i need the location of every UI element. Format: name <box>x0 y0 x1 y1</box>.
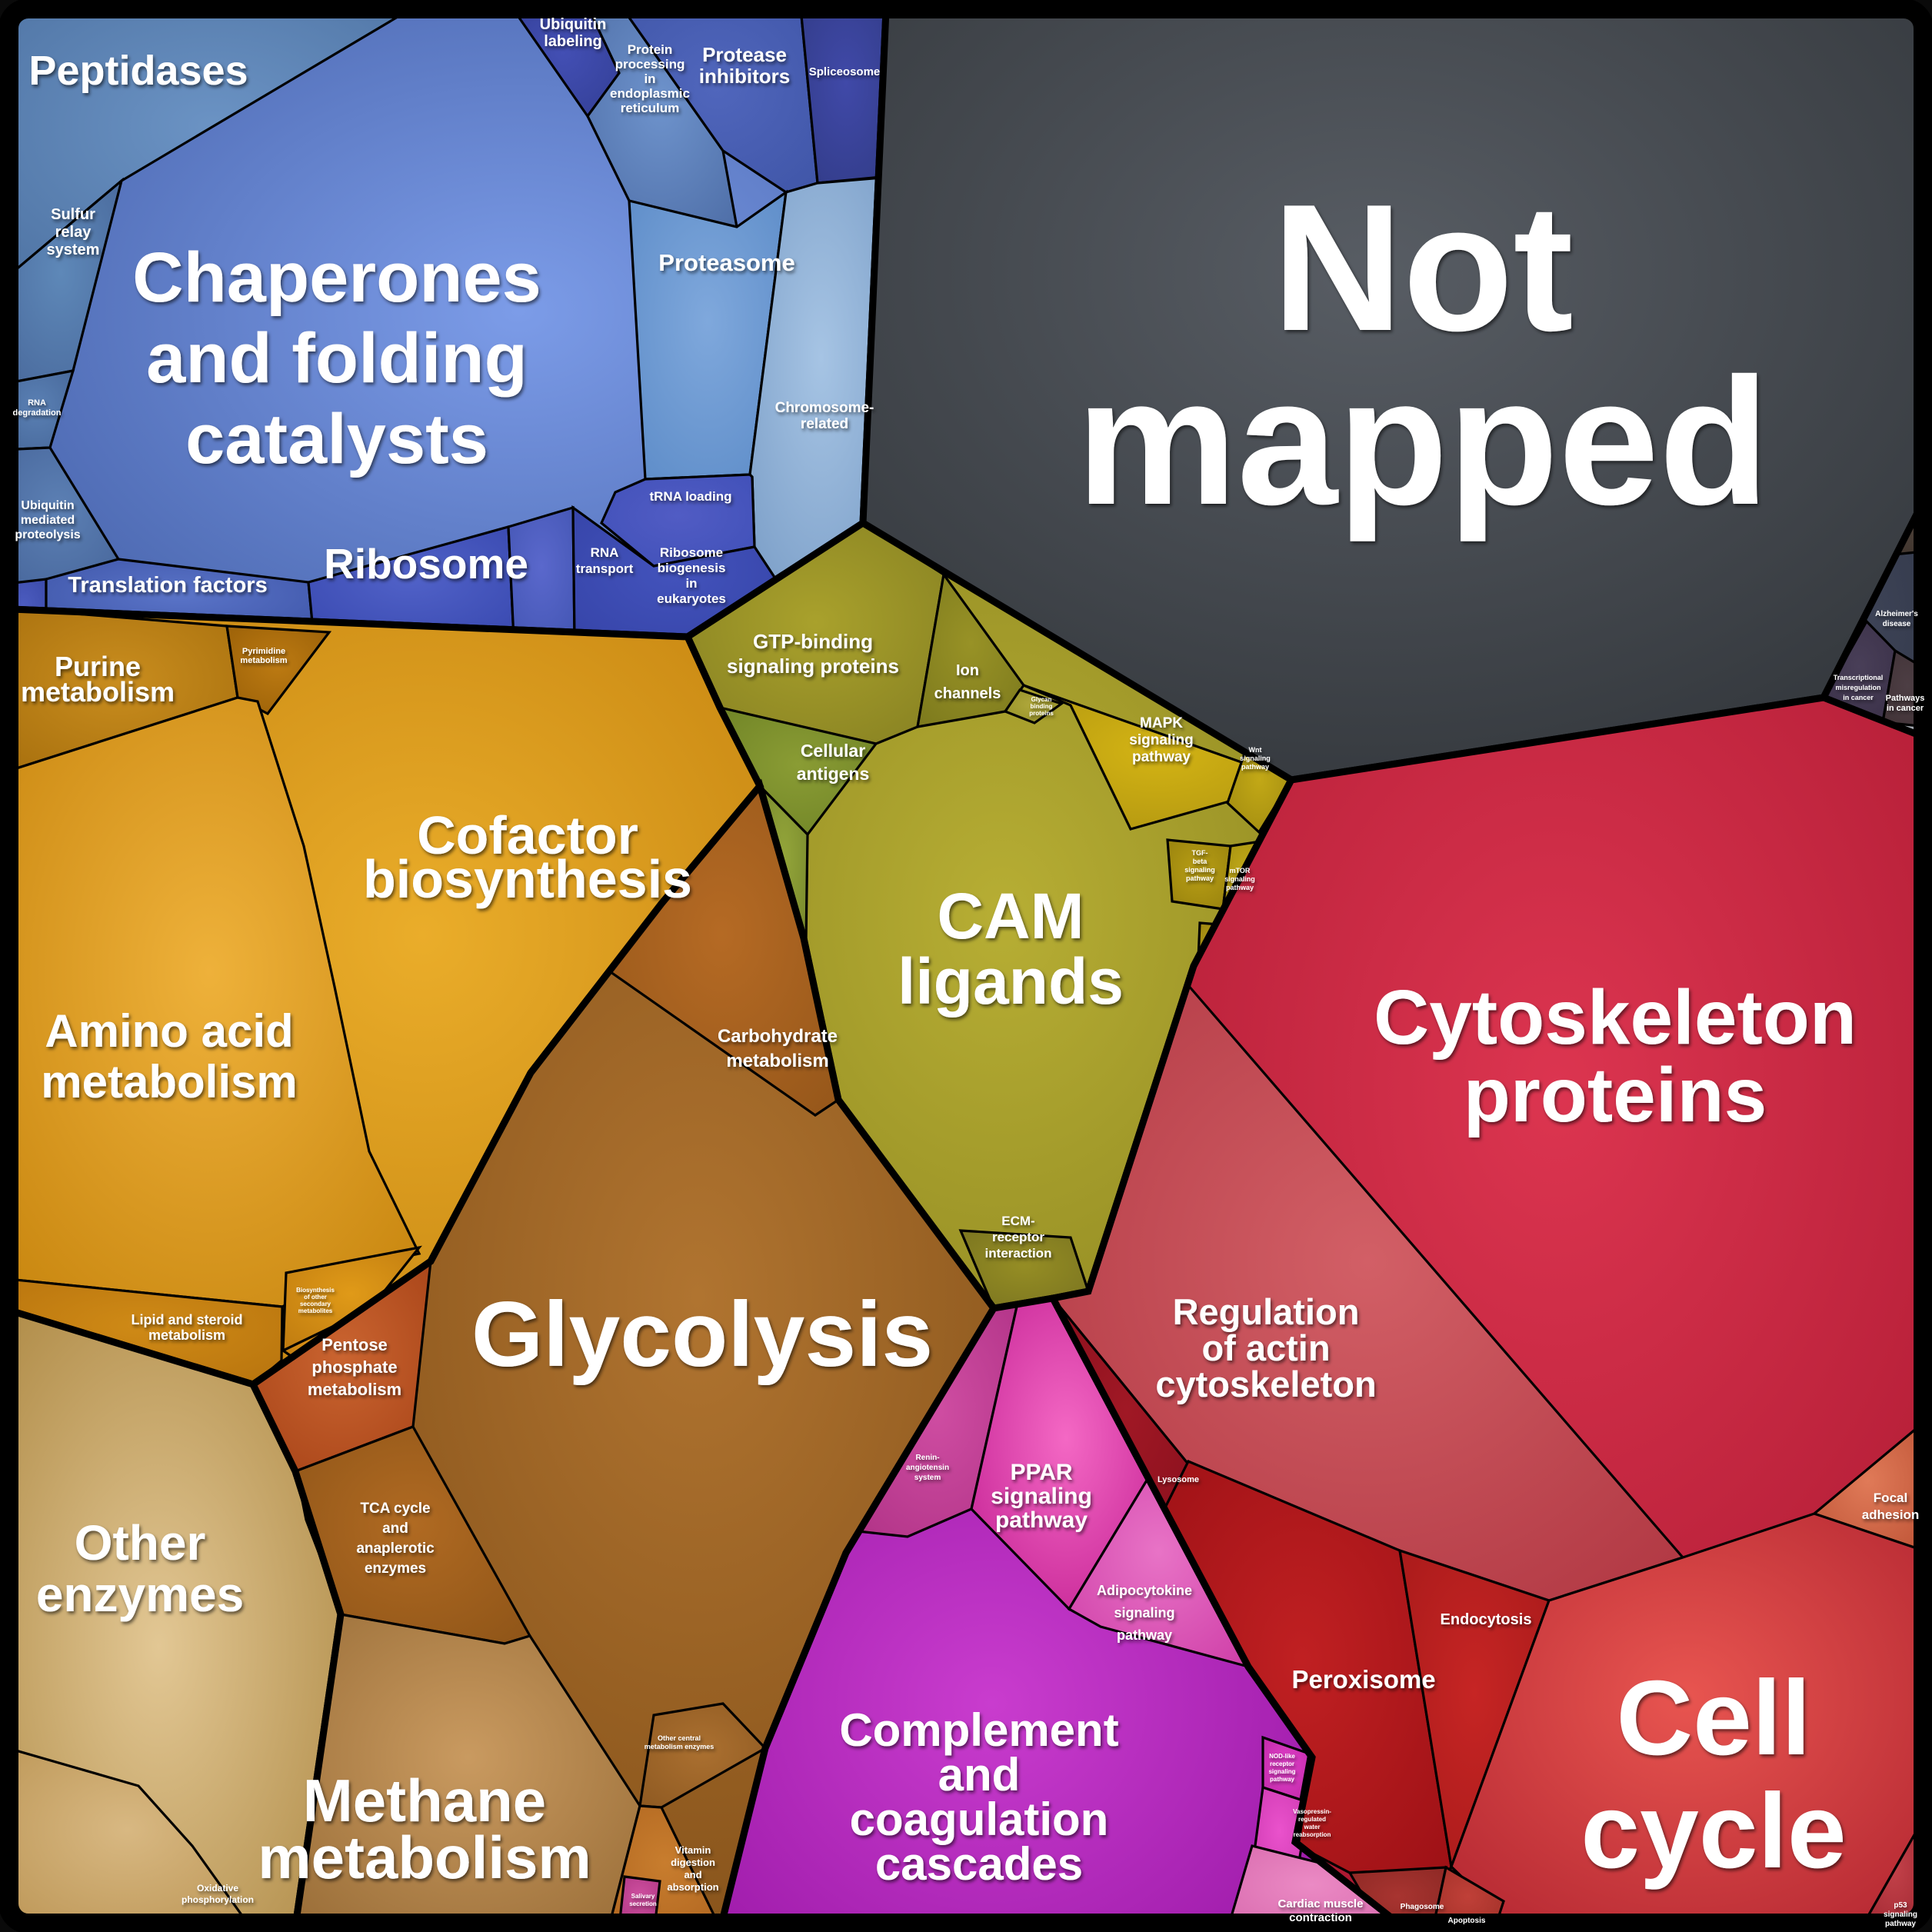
svg-text:Apoptosis: Apoptosis <box>1448 1917 1486 1925</box>
svg-text:tRNA loading: tRNA loading <box>649 489 731 504</box>
svg-text:Peptidases: Peptidases <box>28 48 248 94</box>
svg-text:Phagosome: Phagosome <box>1401 1903 1444 1911</box>
svg-text:Endocytosis: Endocytosis <box>1441 1611 1532 1628</box>
svg-text:Peroxisome: Peroxisome <box>1291 1665 1435 1694</box>
svg-text:Proteasome: Proteasome <box>658 249 794 276</box>
svg-text:Spliceosome: Spliceosome <box>809 65 881 78</box>
svg-text:Translation factors: Translation factors <box>68 573 267 598</box>
svg-text:Ribosome: Ribosome <box>324 540 528 588</box>
svg-text:Glycolysis: Glycolysis <box>471 1283 933 1386</box>
svg-text:Chromosome-related: Chromosome-related <box>775 400 874 432</box>
svg-text:Lysosome: Lysosome <box>1158 1475 1199 1484</box>
